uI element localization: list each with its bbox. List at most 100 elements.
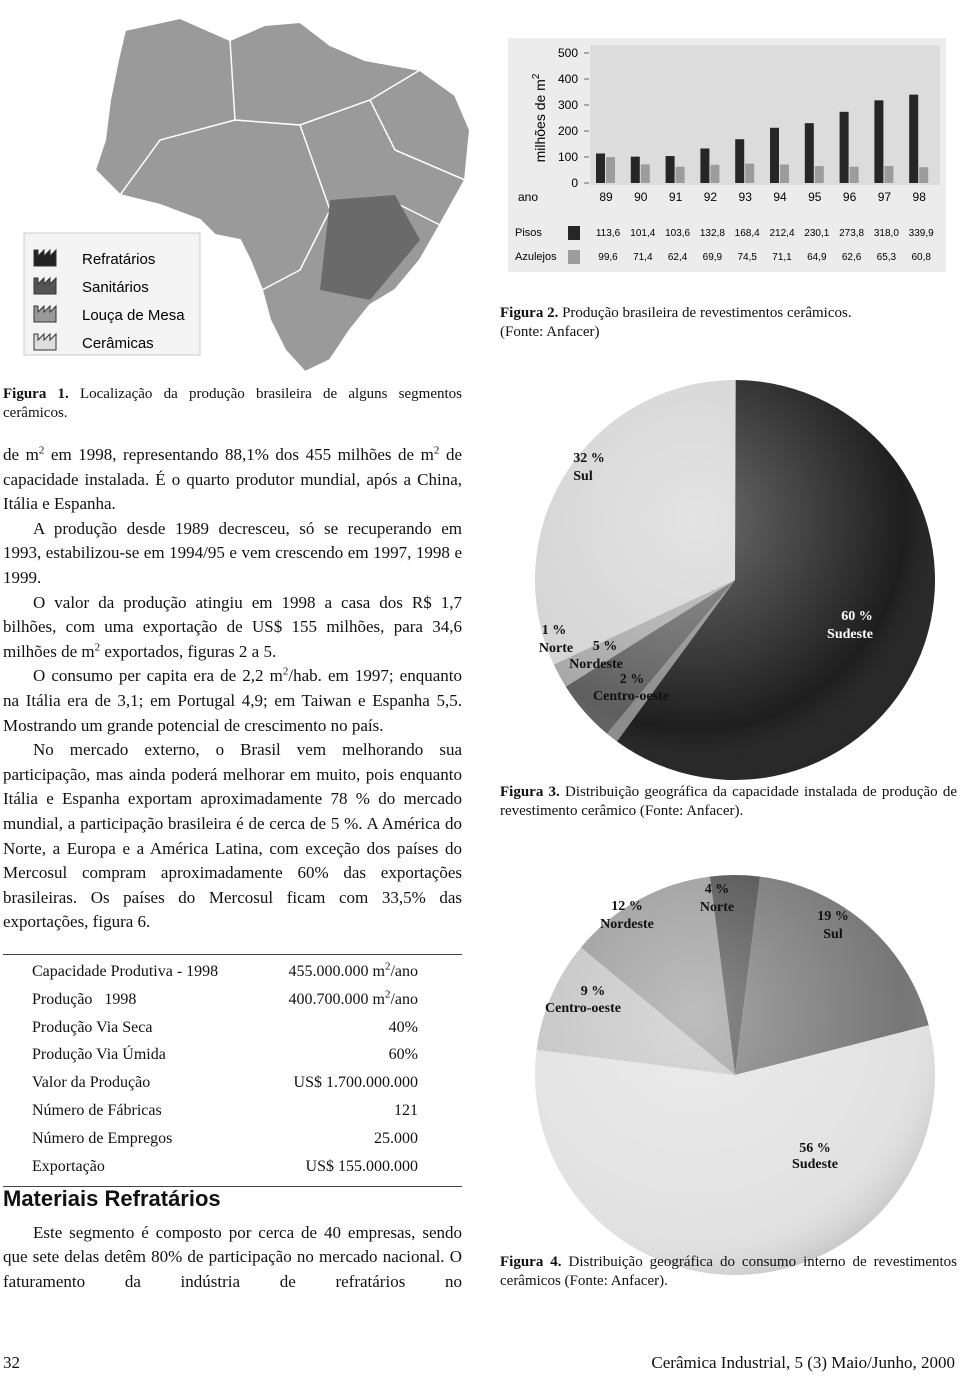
summary-table: Capacidade Produtiva - 1998 455.000.000 m… (3, 954, 462, 1188)
text-run: 121 (394, 1101, 418, 1119)
bar (665, 156, 675, 183)
figure-3-caption: Figura 3. Distribuição geográfica da cap… (500, 783, 957, 821)
slice-value-label: 56 % (799, 1141, 831, 1156)
caption-label: Figura 1. (3, 386, 69, 402)
bar (640, 164, 650, 183)
legend-icon (33, 304, 57, 323)
bar (745, 163, 755, 183)
caption-text: Localização da produção brasileira de al… (3, 386, 462, 421)
bar (874, 100, 884, 183)
table-row: Número de Fábricas 121 (3, 1097, 462, 1125)
row-label: Número de Fábricas (32, 1101, 162, 1119)
data-label: 74,5 (737, 252, 757, 263)
journal-info: Cerâmica Industrial, 5 (3) Maio/Junho, 2… (651, 1353, 955, 1372)
data-label: 212,4 (769, 228, 794, 239)
table-row: Produção Via Seca 40% (3, 1014, 462, 1042)
x-tick-label: 92 (704, 190, 718, 204)
data-label: 99,6 (598, 252, 618, 263)
map-region (320, 195, 420, 300)
legend-icon (33, 248, 57, 267)
slice-category-label: Norte (539, 641, 573, 656)
slice-value-label: 4 % (705, 882, 730, 897)
bar (630, 156, 640, 183)
text-run: 40% (388, 1018, 418, 1036)
y-tick-label: 500 (558, 46, 578, 60)
legend-label: Azulejos (515, 251, 557, 263)
y-tick-label: 400 (558, 72, 578, 86)
text-run: em 1998, representando 88,1% dos 455 mil… (44, 445, 434, 464)
bar (780, 164, 789, 183)
legend-icon (33, 332, 57, 351)
row-value: US$ 1.700.000.000 (294, 1069, 418, 1097)
slice-value-label: 12 % (611, 899, 643, 914)
text-run: O consumo per capita era de 2,2 m (33, 666, 283, 686)
pie-shading (535, 875, 935, 1275)
row-value: 121 (394, 1097, 418, 1125)
bar (770, 127, 779, 183)
bar (596, 153, 605, 183)
legend-label: Refratários (82, 251, 155, 268)
x-tick-label: 95 (808, 190, 822, 204)
bar (735, 139, 745, 183)
bar (884, 166, 894, 183)
figure-1-caption: Figura 1. Localização da produção brasil… (3, 385, 462, 423)
text-run: 25.000 (374, 1129, 418, 1147)
data-label: 62,4 (668, 252, 688, 263)
bar (839, 111, 849, 183)
label-run: milhões de m (532, 79, 548, 162)
data-label: 273,8 (839, 228, 864, 239)
row-value: 40% (389, 1014, 418, 1042)
page-number: 32 (3, 1353, 20, 1372)
bar (814, 166, 824, 183)
bar (909, 94, 919, 183)
y-tick-label: 100 (558, 150, 578, 164)
data-label: 168,4 (735, 228, 760, 239)
slice-value-label: 60 % (841, 609, 873, 624)
data-label: 71,4 (633, 252, 653, 263)
legend-label: Cerâmicas (82, 335, 154, 352)
caption-label: Figura 4. (500, 1254, 562, 1270)
text-run: de m (3, 445, 39, 464)
x-tick-label: 97 (878, 190, 892, 204)
bar (804, 123, 814, 183)
slice-category-label: Norte (700, 900, 734, 915)
slice-category-label: Sudeste (827, 627, 873, 642)
row-label: Produção 1998 (32, 990, 137, 1008)
x-tick-label: 90 (634, 190, 648, 204)
x-tick-label: 91 (669, 190, 683, 204)
table-row: Produção 1998 400.700.000 m2/ano (3, 986, 462, 1014)
slice-category-label: Nordeste (569, 657, 623, 672)
caption-label: Figura 2. (500, 305, 559, 321)
data-label: 69,9 (703, 252, 723, 263)
superscript: 2 (433, 444, 440, 457)
x-tick-label: 94 (773, 190, 787, 204)
bar (849, 166, 859, 183)
data-label: 71,1 (772, 252, 792, 263)
text-run: A produção desde 1989 decresceu, só se r… (3, 518, 462, 587)
data-label: 132,8 (700, 228, 725, 239)
text-run: 455.000.000 m (288, 963, 385, 980)
text-run: 60% (388, 1046, 418, 1064)
slice-category-label: Centro-oeste (593, 689, 669, 704)
row-label: Produção Via Úmida (32, 1046, 166, 1064)
y-tick-label: 200 (558, 124, 578, 138)
legend-icon (33, 276, 57, 295)
legend-swatch (568, 250, 580, 264)
text-run: exportados, figuras 2 a 5. (100, 641, 277, 661)
row-value: 455.000.000 m2/ano (289, 958, 419, 986)
bar (919, 167, 929, 183)
row-label: Produção Via Seca (32, 1018, 153, 1036)
x-tick-label: 98 (913, 190, 927, 204)
row-value: 60% (389, 1041, 418, 1069)
slice-category-label: Sudeste (792, 1157, 838, 1172)
paragraph: de m 2 em 1998, representando 88,1% dos 4… (3, 443, 462, 517)
text-run: /ano (390, 990, 418, 1008)
table-row: Produção Via Úmida 60% (3, 1041, 462, 1069)
x-tick-label: 96 (843, 190, 857, 204)
slice-category-label: Sul (573, 469, 593, 484)
row-label: Número de Empregos (32, 1129, 173, 1147)
bar (710, 164, 720, 183)
slice-category-label: Centro-oeste (545, 1001, 621, 1016)
